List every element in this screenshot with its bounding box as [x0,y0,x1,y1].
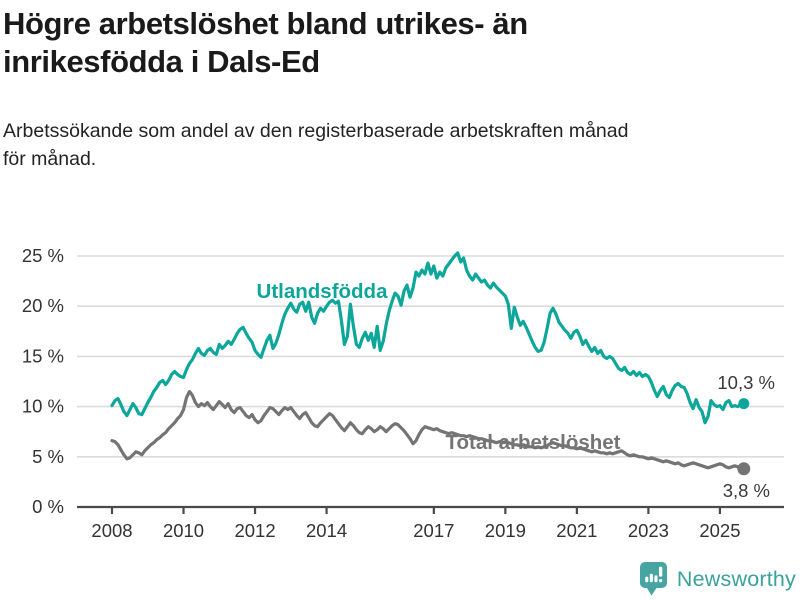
total-end-value-label: 3,8 % [723,480,770,501]
logo-exclamation-dot [658,579,663,583]
subtitle-line-2: för månad. [3,148,97,170]
x-tick-label: 2012 [234,520,275,541]
y-tick-label: 25 % [22,245,64,266]
y-tick-label: 0 % [32,496,64,517]
x-tick-label: 2008 [91,520,132,541]
logo-bar-2 [649,573,653,583]
y-tick-label: 20 % [22,295,64,316]
gridlines [77,255,784,458]
page-title: Högre arbetslöshet bland utrikes- än inr… [3,5,723,81]
y-tick-label: 15 % [22,345,64,366]
x-tick-label: 2025 [699,520,740,541]
logo-exclamation-stem [658,566,663,577]
logo-bar-3 [654,575,658,583]
total-end-dot [737,462,751,476]
x-tick-label: 2023 [628,520,669,541]
x-tick-label: 2014 [306,520,347,541]
x-axis-ticks [110,507,722,514]
y-tick-label: 5 % [32,446,64,467]
title-line-2: inrikesfödda i Dals-Ed [3,44,320,79]
x-tick-label: 2017 [413,520,454,541]
total-series-label: Total arbetslöshet [445,431,620,454]
y-axis-labels: 0 % 5 % 10 % 15 % 20 % 25 % [22,245,64,517]
utlandsfodda-line [110,251,746,425]
total-arbetsloshet-line [110,389,746,471]
chart-subtitle: Arbetssökande som andel av den registerb… [3,117,783,173]
newsworthy-logo[interactable]: Newsworthy [639,561,796,597]
x-tick-label: 2010 [163,520,204,541]
x-tick-label: 2021 [556,520,597,541]
utlandsfodda-series-label: Utlandsfödda [257,280,389,303]
utlandsfodda-end-dot [738,398,750,410]
subtitle-line-1: Arbetssökande som andel av den registerb… [3,120,629,142]
utlandsfodda-end-value-label: 10,3 % [717,372,775,393]
brand-name: Newsworthy [676,566,796,591]
title-line-1: Högre arbetslöshet bland utrikes- än [3,6,528,41]
y-tick-label: 10 % [22,396,64,417]
logo-bar-1 [645,576,649,583]
x-axis-labels: 2008 2010 2012 2014 2017 2019 2021 2023 2025 [91,520,740,541]
newsworthy-bar-chart-bubble-icon [639,562,667,596]
x-tick-label: 2019 [485,520,526,541]
